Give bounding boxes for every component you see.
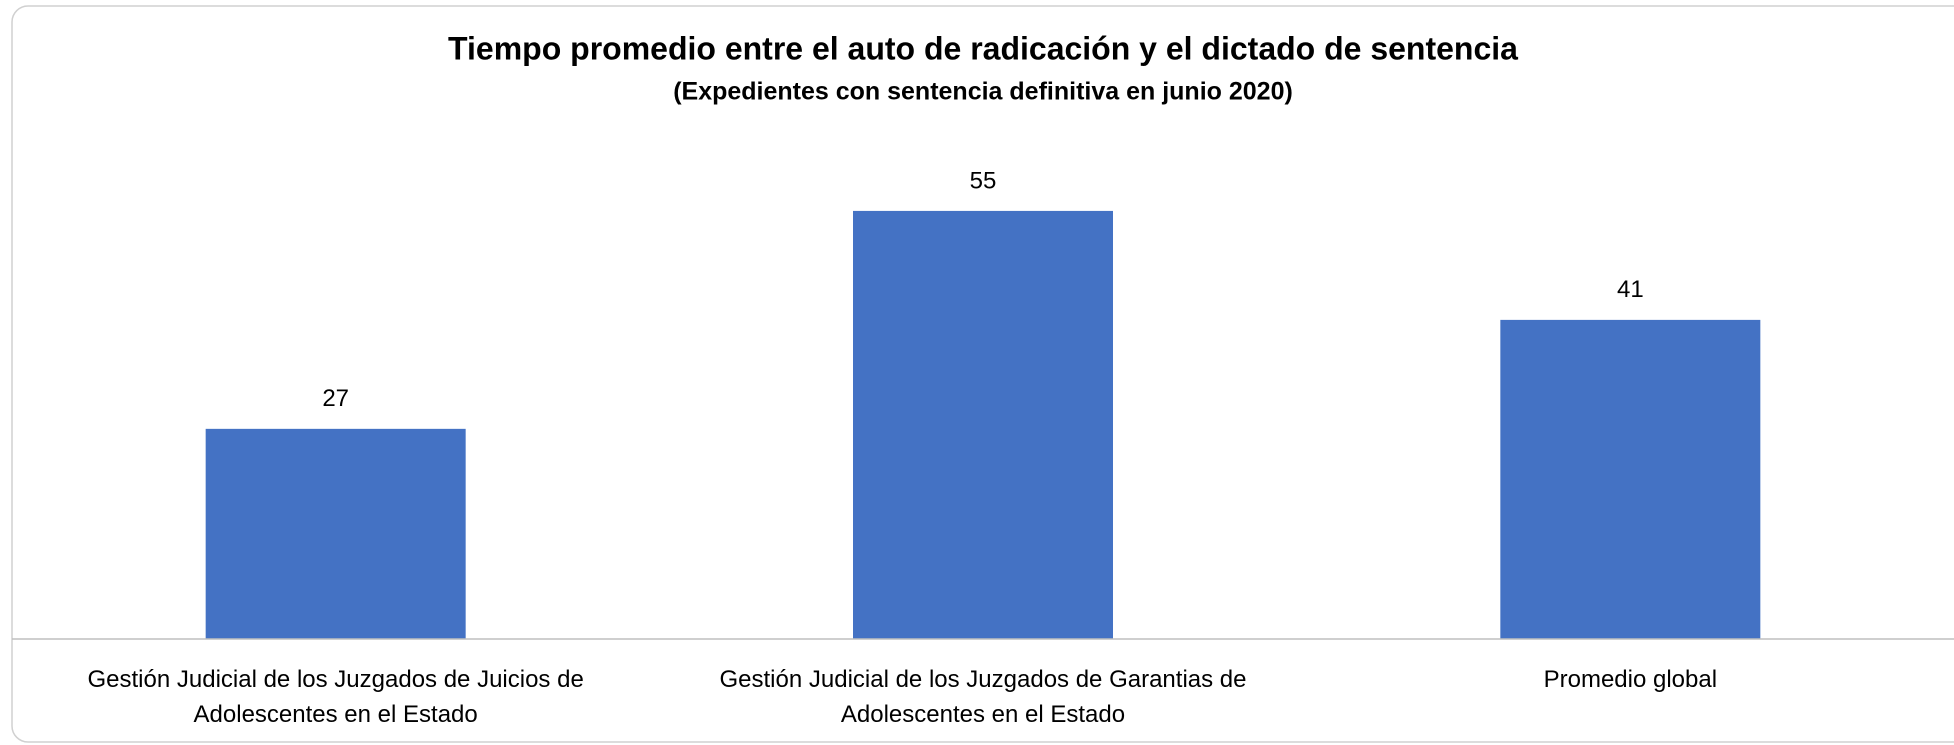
chart-subtitle: (Expedientes con sentencia definitiva en… [673,78,1293,106]
x-tick-label: Promedio global [1543,666,1718,693]
bar [205,428,466,639]
bar [1500,319,1761,639]
data-label: 55 [970,167,997,194]
bar [853,210,1113,639]
data-label: 41 [1617,276,1644,303]
chart-title: Tiempo promedio entre el auto de radicac… [448,30,1518,66]
x-tick-label: Gestión Judicial de los Juzgados de Juic… [87,666,584,728]
data-label: 27 [322,385,349,412]
x-tick-label: Gestión Judicial de los Juzgados de Gara… [719,666,1247,728]
